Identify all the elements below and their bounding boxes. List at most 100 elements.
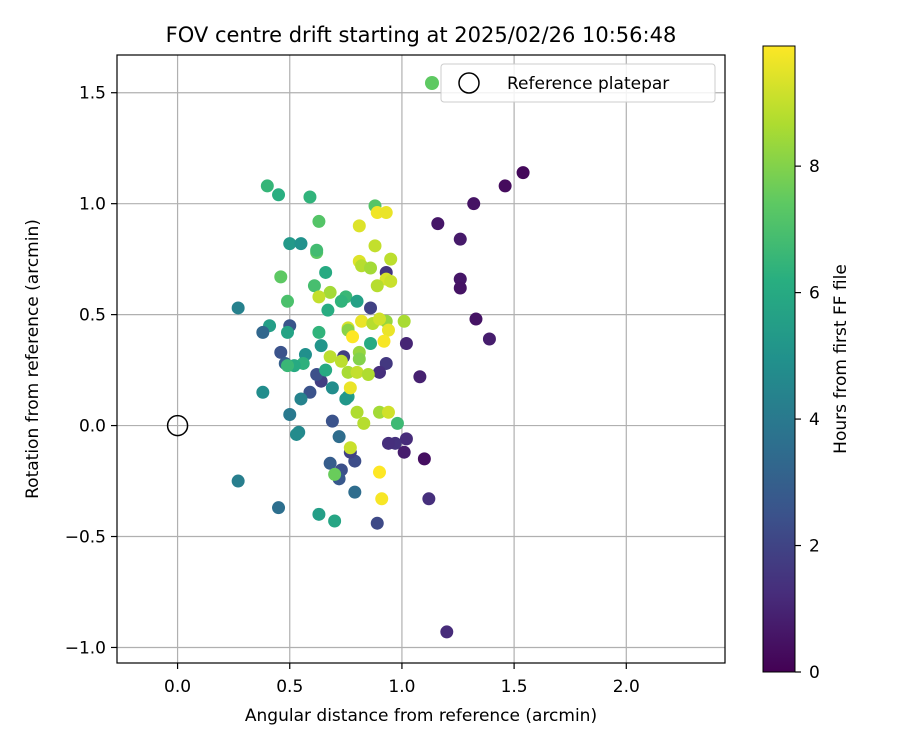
data-point (467, 197, 481, 211)
data-point (417, 452, 431, 466)
colorbar-tick-label: 8 (809, 157, 820, 177)
legend-reference-label: Reference platepar (507, 74, 669, 94)
data-points (231, 166, 530, 639)
y-tick-label: 0.5 (79, 306, 106, 326)
x-tick-label: 1.5 (501, 677, 528, 697)
data-point (397, 314, 411, 328)
colorbar-ticks: 0 2 4 6 8 (795, 157, 820, 683)
data-point (319, 265, 333, 279)
data-point (372, 312, 386, 326)
y-tick-label: 1.5 (79, 84, 106, 104)
data-point (384, 274, 398, 288)
data-point (397, 445, 411, 459)
data-point (453, 232, 467, 246)
data-point (372, 365, 386, 379)
x-axis-ticks: 0.0 0.5 1.0 1.5 2.0 (164, 663, 640, 697)
data-point (377, 334, 391, 348)
data-point (231, 474, 245, 488)
data-point (334, 294, 348, 308)
x-tick-label: 0.5 (276, 677, 303, 697)
data-point (325, 381, 339, 395)
data-point (498, 179, 512, 193)
data-point (350, 294, 364, 308)
data-point (352, 352, 366, 366)
data-point (350, 405, 364, 419)
x-tick-label: 2.0 (613, 677, 640, 697)
data-point (372, 465, 386, 479)
data-point (281, 359, 295, 373)
data-point (355, 314, 369, 328)
y-axis-label: Rotation from reference (arcmin) (23, 219, 43, 499)
data-point (321, 303, 335, 317)
data-point (312, 290, 326, 304)
data-point (413, 370, 427, 384)
data-point (328, 467, 342, 481)
x-axis-label: Angular distance from reference (arcmin) (245, 706, 597, 726)
data-point (323, 350, 337, 364)
data-point (343, 381, 357, 395)
data-point (399, 336, 413, 350)
data-point (323, 285, 337, 299)
data-point (283, 407, 297, 421)
x-tick-label: 0.0 (164, 677, 191, 697)
data-point (390, 416, 404, 430)
legend-box (440, 63, 716, 103)
data-point (272, 501, 286, 515)
data-point (303, 190, 317, 204)
data-point (272, 188, 286, 202)
data-point (352, 219, 366, 233)
data-point (256, 325, 270, 339)
y-tick-label: −1.0 (65, 638, 106, 658)
colorbar-tick-label: 6 (809, 284, 820, 304)
colorbar-tick-label: 4 (809, 410, 820, 430)
chart-title: FOV centre drift starting at 2025/02/26 … (166, 23, 677, 47)
data-point (469, 312, 483, 326)
data-point (325, 414, 339, 428)
data-point (343, 441, 357, 455)
data-point (375, 492, 389, 506)
y-axis-ticks: 1.5 1.0 0.5 0.0 −0.5 −1.0 (65, 84, 117, 658)
data-point (399, 432, 413, 446)
data-point (294, 237, 308, 251)
colorbar-tick-label: 2 (809, 537, 820, 557)
data-point (422, 492, 436, 506)
data-point (379, 356, 393, 370)
y-tick-label: 0.0 (79, 417, 106, 437)
data-point (314, 339, 328, 353)
data-point (346, 330, 360, 344)
data-point (516, 166, 530, 180)
data-point (312, 214, 326, 228)
data-point (379, 206, 393, 220)
data-point (310, 243, 324, 257)
data-point (381, 436, 395, 450)
data-point (370, 206, 384, 220)
data-point (364, 336, 378, 350)
legend-scatter-swatch (425, 76, 439, 90)
data-point (348, 485, 362, 499)
data-point (453, 281, 467, 295)
colorbar-label: Hours from first FF file (831, 264, 851, 454)
data-point (281, 325, 295, 339)
data-point (274, 270, 288, 284)
data-point (350, 365, 364, 379)
colorbar-tick-label: 0 (809, 663, 820, 683)
data-point (357, 416, 371, 430)
data-point (339, 392, 353, 406)
data-point (364, 301, 378, 315)
data-point (256, 385, 270, 399)
data-point (381, 323, 395, 337)
x-tick-label: 1.0 (388, 677, 415, 697)
data-point (312, 325, 326, 339)
reference-marker (166, 414, 189, 437)
data-point (341, 365, 355, 379)
data-point (289, 427, 303, 441)
data-point (260, 179, 274, 193)
data-point (334, 354, 348, 368)
data-point (323, 456, 337, 470)
data-point (384, 252, 398, 266)
data-point (332, 430, 346, 444)
data-point (440, 625, 454, 639)
data-point (372, 405, 386, 419)
data-point (312, 507, 326, 521)
data-point (281, 294, 295, 308)
